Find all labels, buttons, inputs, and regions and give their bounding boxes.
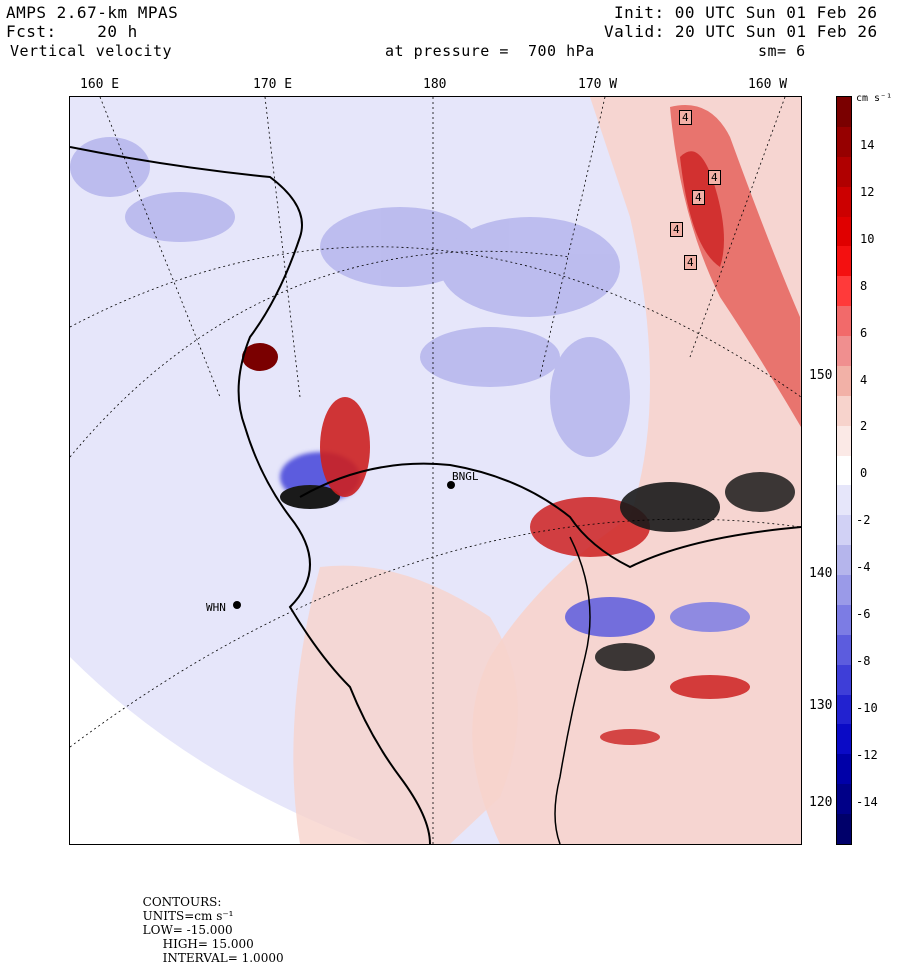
level-value: 700 hPa [527, 42, 595, 60]
forecast-label: Fcst: [6, 22, 57, 41]
colorbar-tick-label: -2 [856, 513, 871, 528]
colorbar-segment [837, 276, 851, 308]
colorbar-segment [837, 156, 851, 188]
colorbar-segment [837, 455, 851, 487]
colorbar-tick-label: 6 [860, 325, 868, 340]
forecast-hour-label: Fcst: 20 h [6, 23, 138, 41]
contour-label-box: 4 [679, 110, 692, 125]
lon-label-160e: 160 E [80, 77, 120, 92]
colorbar-tick-label: -6 [856, 607, 871, 621]
projection-edge [70, 657, 370, 844]
valid-time: Valid: 20 UTC Sun 01 Feb 26 [604, 22, 878, 41]
colorbar-segment [837, 604, 851, 636]
colorbar-tick-label: -10 [856, 700, 878, 715]
colorbar-tick-label: -12 [856, 747, 878, 762]
coastline-east [554, 536, 591, 844]
coastline-west [70, 146, 431, 844]
colorbar-segment [837, 365, 851, 397]
colorbar-tick-label: 12 [860, 184, 875, 199]
lon-label-170w: 170 W [578, 77, 618, 92]
contour-label-box: 4 [684, 255, 697, 270]
colorbar-segment [837, 186, 851, 218]
pressure-level: at pressure = 700 hPa [385, 42, 595, 60]
colorbar-segment [837, 515, 851, 547]
colorbar-segment [837, 754, 851, 786]
station-label-whn: WHN [206, 601, 226, 614]
colorbar-tick-label: 8 [860, 278, 868, 293]
colorbar-tick-label: -8 [856, 653, 871, 668]
colorbar-tick-label: 0 [860, 466, 868, 481]
lon-label-180: 180 [423, 77, 447, 92]
interval-value: INTERVAL= 1.0000 [162, 951, 284, 965]
colorbar-segment [837, 485, 851, 517]
colorbar-segment [837, 306, 851, 338]
colorbar-tick-label: -14 [856, 794, 878, 809]
contour-label-box: 4 [670, 222, 683, 237]
colorbar-segment [837, 724, 851, 756]
negative-streaks-north [70, 137, 630, 457]
smoothing-label: sm= 6 [758, 42, 806, 60]
colorbar-units: cm s⁻¹ [856, 93, 893, 104]
colorbar-segment [837, 395, 851, 427]
contours-label: CONTOURS: [142, 895, 222, 909]
coastline-ice-shelf [299, 462, 801, 569]
colorbar-tick-label: 14 [860, 138, 875, 152]
colorbar-segment [837, 97, 851, 128]
positive-field-south [293, 565, 518, 844]
contour-info: CONTOURS: UNITS=cm s⁻¹ LOW= -15.000 HIGH… [135, 881, 290, 965]
units-label: UNITS=cm s⁻¹ [142, 909, 234, 923]
colorbar-segment [837, 784, 851, 816]
level-label: at pressure = [385, 42, 509, 60]
high-value: HIGH= 15.000 [162, 937, 254, 951]
contour-label-box: 4 [692, 190, 705, 205]
colorbar-segment [837, 545, 851, 577]
colorbar-segment [837, 575, 851, 606]
colorbar-segment [837, 634, 851, 666]
station-marker-bngl [447, 481, 455, 489]
vertical-velocity-map [69, 96, 802, 845]
colorbar-segment [837, 425, 851, 457]
init-time: Init: 00 UTC Sun 01 Feb 26 [614, 3, 878, 22]
lon-label-170e: 170 E [253, 77, 293, 92]
colorbar-segment [837, 126, 851, 158]
contour-label-box: 4 [708, 170, 721, 185]
colorbar-segment [837, 336, 851, 367]
model-title: AMPS 2.67-km MPAS [6, 3, 179, 22]
forecast-value: 20 h [97, 22, 138, 41]
colorbar [836, 96, 852, 845]
low-value: LOW= -15.000 [142, 923, 233, 937]
station-label-bngl: BNGL [452, 470, 479, 483]
colorbar-segment [837, 664, 851, 696]
lon-label-160w: 160 W [748, 77, 788, 92]
station-marker-whn [233, 601, 241, 609]
colorbar-tick-label: 2 [860, 419, 868, 434]
colorbar-tick-label: 10 [860, 231, 875, 246]
field-name: Vertical velocity [10, 42, 173, 60]
graticule [70, 97, 801, 844]
colorbar-segment [837, 814, 851, 844]
colorbar-segment [837, 216, 851, 248]
colorbar-segment [837, 246, 851, 278]
colorbar-tick-label: -4 [856, 560, 871, 575]
colorbar-tick-label: 4 [860, 372, 868, 387]
colorbar-segment [837, 694, 851, 726]
